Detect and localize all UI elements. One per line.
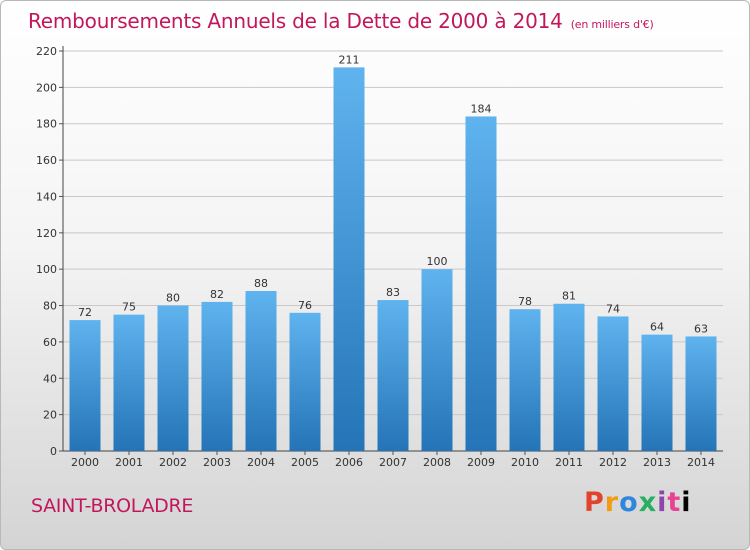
bar (333, 67, 365, 451)
y-tick-label: 180 (36, 118, 57, 131)
bar (685, 336, 717, 451)
bar-value-label: 63 (694, 322, 708, 335)
bar (597, 316, 629, 451)
x-tick-label: 2001 (115, 456, 143, 469)
bar-value-label: 83 (386, 286, 400, 299)
chart-title-text: Remboursements Annuels de la Dette de 20… (28, 9, 563, 33)
y-tick-label: 0 (50, 445, 57, 458)
bar-chart: 0 20 40 60 80 100 120 140 160 180 200 220 2000 2001 20… (36, 45, 723, 469)
x-tick-label: 2002 (159, 456, 187, 469)
y-tick-label: 60 (43, 336, 57, 349)
x-tick-label: 2007 (379, 456, 407, 469)
bars (69, 67, 717, 452)
y-tick-label: 100 (36, 263, 57, 276)
bar-value-label: 211 (339, 53, 360, 66)
bar (113, 314, 145, 451)
y-tick-label: 140 (36, 190, 57, 203)
city-name: SAINT-BROLADRE (31, 495, 194, 517)
bar (377, 300, 409, 451)
logo-letter: P (584, 487, 605, 518)
logo-letter: r (604, 487, 620, 518)
bar-value-label: 64 (650, 321, 664, 334)
x-tick-label: 2000 (71, 456, 99, 469)
bar-value-label: 76 (298, 299, 312, 312)
bar-value-label: 72 (78, 306, 92, 319)
y-tick-label: 80 (43, 300, 57, 313)
x-tick-label: 2005 (291, 456, 319, 469)
x-tick-label: 2008 (423, 456, 451, 469)
bar (69, 320, 101, 451)
x-tick-label: 2014 (687, 456, 715, 469)
bar (641, 334, 673, 451)
bar-value-label: 78 (518, 295, 532, 308)
logo-letter: t (667, 487, 682, 518)
bar (465, 116, 497, 452)
proxiti-logo[interactable]: Proxiti (584, 487, 692, 518)
x-tick-label: 2010 (511, 456, 539, 469)
logo-letter: x (638, 487, 658, 518)
x-tick-label: 2011 (555, 456, 583, 469)
bar (509, 309, 541, 451)
y-tick-label: 120 (36, 227, 57, 240)
bar (421, 269, 453, 451)
y-tick-label: 20 (43, 409, 57, 422)
bar-value-label: 82 (210, 288, 224, 301)
bar-value-label: 100 (427, 255, 448, 268)
logo-letter: o (619, 487, 639, 518)
x-tick-label: 2004 (247, 456, 275, 469)
chart-unit: (en milliers d'€) (570, 18, 654, 31)
bar-value-label: 75 (122, 301, 136, 314)
x-tick-label: 2013 (643, 456, 671, 469)
data-labels: 72 75 80 82 88 76 211 83 100 184 78 81 74 64 63 (78, 53, 708, 335)
y-tick-label: 160 (36, 154, 57, 167)
bar-value-label: 81 (562, 290, 576, 303)
bar-value-label: 74 (606, 302, 620, 315)
bar-value-label: 80 (166, 292, 180, 305)
y-tick-label: 40 (43, 372, 57, 385)
y-tick-label: 200 (36, 81, 57, 94)
bar-value-label: 88 (254, 277, 268, 290)
x-tick-label: 2003 (203, 456, 231, 469)
y-tick-label: 220 (36, 45, 57, 58)
bar (157, 305, 189, 451)
bar (553, 303, 585, 451)
logo-letter: i (657, 487, 668, 518)
bar-value-label: 184 (471, 102, 492, 115)
logo-letter: i (681, 487, 692, 518)
x-tick-label: 2009 (467, 456, 495, 469)
x-tick-label: 2012 (599, 456, 627, 469)
x-tick-label: 2006 (335, 456, 363, 469)
axes: 0 20 40 60 80 100 120 140 160 180 200 220 2000 2001 20… (36, 45, 723, 469)
bar (245, 291, 277, 451)
bar (201, 301, 233, 451)
bar (289, 312, 321, 451)
chart-title: Remboursements Annuels de la Dette de 20… (28, 9, 654, 33)
